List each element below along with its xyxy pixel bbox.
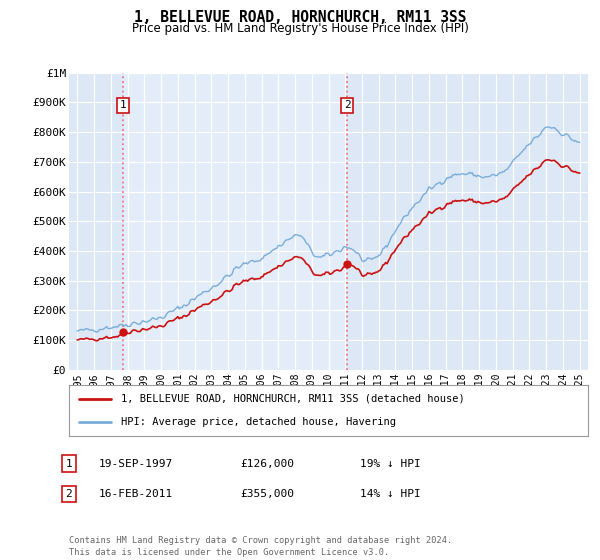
Text: 2: 2 bbox=[65, 489, 73, 499]
Text: £126,000: £126,000 bbox=[240, 459, 294, 469]
Text: 1: 1 bbox=[119, 100, 126, 110]
Bar bbox=[123, 73, 347, 370]
Text: 2: 2 bbox=[344, 100, 350, 110]
Text: 1: 1 bbox=[65, 459, 73, 469]
Text: £355,000: £355,000 bbox=[240, 489, 294, 499]
Text: 1, BELLEVUE ROAD, HORNCHURCH, RM11 3SS (detached house): 1, BELLEVUE ROAD, HORNCHURCH, RM11 3SS (… bbox=[121, 394, 464, 404]
Text: Contains HM Land Registry data © Crown copyright and database right 2024.
This d: Contains HM Land Registry data © Crown c… bbox=[69, 536, 452, 557]
Text: 19-SEP-1997: 19-SEP-1997 bbox=[99, 459, 173, 469]
Text: 14% ↓ HPI: 14% ↓ HPI bbox=[360, 489, 421, 499]
Text: 1, BELLEVUE ROAD, HORNCHURCH, RM11 3SS: 1, BELLEVUE ROAD, HORNCHURCH, RM11 3SS bbox=[134, 10, 466, 25]
Text: Price paid vs. HM Land Registry's House Price Index (HPI): Price paid vs. HM Land Registry's House … bbox=[131, 22, 469, 35]
Text: 16-FEB-2011: 16-FEB-2011 bbox=[99, 489, 173, 499]
Text: HPI: Average price, detached house, Havering: HPI: Average price, detached house, Have… bbox=[121, 417, 396, 427]
Text: 19% ↓ HPI: 19% ↓ HPI bbox=[360, 459, 421, 469]
